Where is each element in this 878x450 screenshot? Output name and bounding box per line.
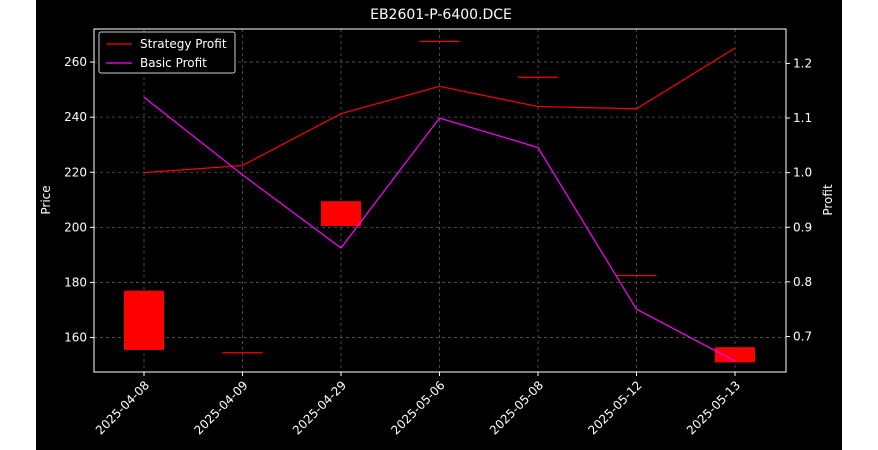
left-axis: 160 180 200 220 240 260 (64, 55, 94, 345)
x-axis: 2025-04-08 2025-04-09 2025-04-29 2025-05-06… (93, 372, 743, 437)
left-tick-label: 200 (64, 220, 87, 234)
x-tick-label: 2025-05-13 (684, 378, 743, 437)
candles (124, 40, 755, 363)
strategy-profit-line (143, 47, 736, 174)
candle-2025-04-29 (321, 201, 361, 226)
legend-box (98, 31, 236, 74)
right-axis-label: Profit (821, 184, 835, 216)
right-tick-label: 1.0 (793, 166, 812, 180)
profit-lines (143, 47, 736, 362)
right-tick-label: 0.7 (793, 329, 812, 343)
chart-svg: EB2601-P-6400.DCE 160 180 200 220 240 260 0.7… (39, 7, 835, 437)
left-tick-label: 220 (64, 165, 87, 179)
right-axis: 0.7 0.8 0.9 1.0 1.1 1.2 (786, 56, 812, 343)
x-tick-label: 2025-04-08 (93, 378, 152, 437)
candle-2025-04-08 (124, 290, 164, 350)
x-tick-label: 2025-05-06 (388, 378, 447, 437)
chart-title: EB2601-P-6400.DCE (370, 7, 512, 23)
left-tick-label: 160 (64, 331, 87, 345)
x-tick-label: 2025-04-09 (191, 378, 250, 437)
right-tick-label: 0.8 (793, 275, 812, 289)
x-tick-label: 2025-05-12 (585, 378, 644, 437)
legend-label-basic: Basic Profit (140, 56, 207, 70)
x-tick-label: 2025-05-08 (487, 378, 546, 437)
left-tick-label: 180 (64, 275, 87, 289)
legend: Strategy Profit Basic Profit (98, 31, 236, 74)
left-axis-label: Price (39, 185, 53, 214)
basic-profit-line (143, 96, 736, 362)
left-tick-label: 240 (64, 110, 87, 124)
right-tick-label: 1.1 (793, 111, 812, 125)
x-tick-label: 2025-04-29 (290, 378, 349, 437)
chart-figure: EB2601-P-6400.DCE 160 180 200 220 240 260 0.7… (36, 0, 842, 450)
candle-2025-05-13 (715, 347, 755, 363)
right-tick-label: 0.9 (793, 220, 812, 234)
right-tick-label: 1.2 (793, 56, 812, 70)
legend-label-strategy: Strategy Profit (140, 37, 227, 51)
left-tick-label: 260 (64, 55, 87, 69)
